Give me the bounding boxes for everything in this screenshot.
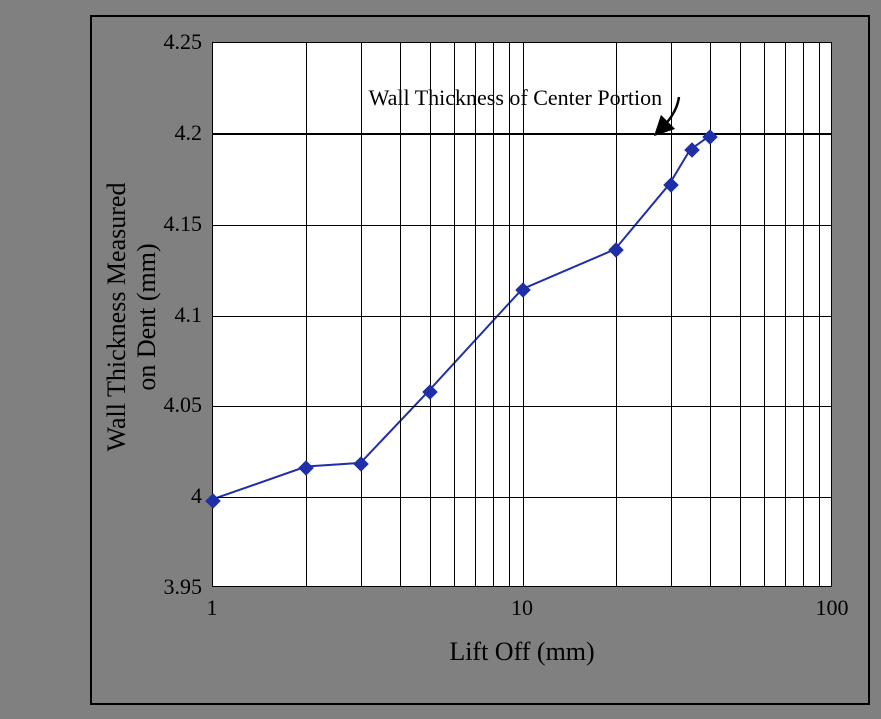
gridline-vertical [710,43,711,586]
gridline-vertical [785,43,786,586]
annotation-text: Wall Thickness of Center Portion [369,85,663,111]
gridline-vertical [740,43,741,586]
gridline-vertical [616,43,617,586]
x-tick-label: 10 [511,595,533,621]
plot-area [212,42,832,587]
annotation-arrow [651,87,689,139]
y-tick-label: 4.2 [175,120,203,146]
gridline-vertical [764,43,765,586]
gridline-vertical [306,43,307,586]
x-tick-label: 100 [816,595,849,621]
gridline-vertical [803,43,804,586]
gridline-horizontal [213,225,831,226]
gridline-vertical [361,43,362,586]
gridline-vertical [454,43,455,586]
gridline-horizontal [213,134,831,135]
plot-container: Wall Thickness of Center Portion Lift Of… [212,42,832,587]
gridline-vertical [475,43,476,586]
data-line [213,137,708,499]
y-tick-label: 4.05 [164,392,203,418]
gridline-vertical [523,43,524,586]
gridline-horizontal [213,497,831,498]
gridline-vertical [493,43,494,586]
y-axis-label-line2: on Dent (mm) [132,243,161,390]
y-tick-label: 4.1 [175,302,203,328]
y-tick-label: 4.15 [164,211,203,237]
y-tick-label: 4.25 [164,29,203,55]
gridline-vertical [430,43,431,586]
chart-outer-frame: Wall Thickness of Center Portion Lift Of… [90,15,870,705]
y-axis-label: Wall Thickness Measured on Dent (mm) [102,183,162,452]
gridline-vertical [400,43,401,586]
y-tick-label: 4 [191,483,202,509]
x-axis-label: Lift Off (mm) [449,637,594,667]
gridline-horizontal [213,316,831,317]
y-axis-label-line1: Wall Thickness Measured [102,183,131,452]
gridline-vertical [509,43,510,586]
gridline-vertical [819,43,820,586]
y-tick-label: 3.95 [164,574,203,600]
x-tick-label: 1 [207,595,218,621]
gridline-horizontal [213,406,831,407]
